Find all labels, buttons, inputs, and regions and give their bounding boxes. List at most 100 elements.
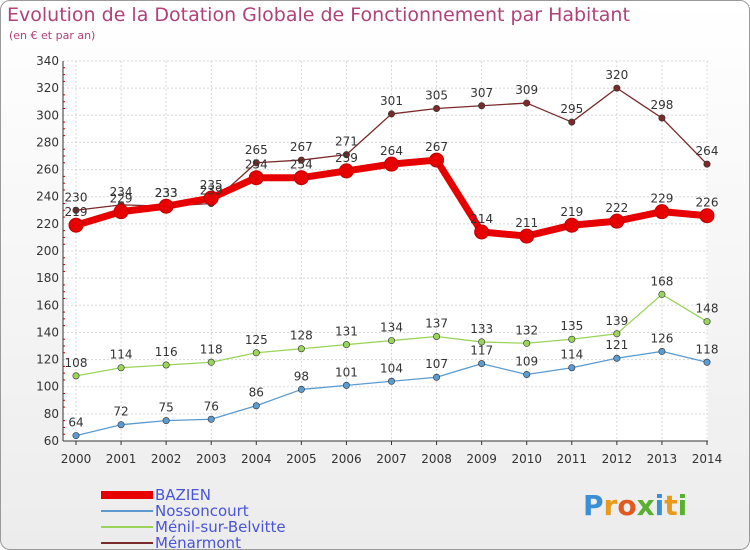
legend-label-menarmont: Ménarmont <box>155 534 241 550</box>
data-label: 137 <box>425 317 448 331</box>
data-point <box>293 170 309 186</box>
data-point <box>478 338 486 346</box>
data-label: 233 <box>155 186 178 200</box>
y-tick-label: 320 <box>36 81 59 95</box>
data-point <box>568 335 576 343</box>
data-point <box>523 339 531 347</box>
data-label: 118 <box>200 342 223 356</box>
data-label: 116 <box>155 345 178 359</box>
data-point <box>117 421 125 429</box>
data-point <box>68 217 84 233</box>
y-tick-label: 160 <box>36 298 59 312</box>
data-point <box>252 402 260 410</box>
data-label: 148 <box>696 302 719 316</box>
data-point <box>387 110 395 118</box>
x-tick-label: 2011 <box>557 452 588 466</box>
data-point <box>613 330 621 338</box>
x-tick-label: 2013 <box>647 452 678 466</box>
data-point <box>703 358 711 366</box>
data-point <box>248 170 264 186</box>
data-point <box>613 84 621 92</box>
data-label: 101 <box>335 365 358 379</box>
y-tick-label: 60 <box>44 434 59 448</box>
x-tick-label: 2007 <box>376 452 407 466</box>
data-label: 131 <box>335 325 358 339</box>
data-label: 72 <box>113 405 128 419</box>
data-label: 219 <box>65 205 88 219</box>
logo-letter: o <box>617 489 637 522</box>
logo-letter: P <box>583 489 604 522</box>
data-point <box>387 337 395 345</box>
data-label: 128 <box>290 329 313 343</box>
chart-title: Evolution de la Dotation Globale de Fonc… <box>7 4 630 26</box>
data-point <box>387 377 395 385</box>
data-label: 298 <box>650 98 673 112</box>
data-label: 75 <box>159 401 174 415</box>
data-label: 271 <box>335 135 358 149</box>
data-label: 305 <box>425 89 448 103</box>
data-label: 320 <box>605 68 628 82</box>
legend-swatch-bazien <box>101 491 153 499</box>
data-point <box>523 99 531 107</box>
data-point <box>703 160 711 168</box>
data-label: 64 <box>68 416 83 430</box>
data-label: 114 <box>560 348 583 362</box>
data-label: 301 <box>380 94 403 108</box>
data-point <box>568 364 576 372</box>
data-label: 135 <box>560 319 583 333</box>
logo-letter: r <box>603 489 618 522</box>
y-tick-label: 180 <box>36 271 59 285</box>
data-label: 114 <box>110 348 133 362</box>
data-label: 107 <box>425 357 448 371</box>
y-tick-label: 260 <box>36 163 59 177</box>
x-tick-label: 2010 <box>511 452 542 466</box>
data-point <box>297 345 305 353</box>
x-tick-label: 2005 <box>286 452 317 466</box>
data-label: 254 <box>290 158 313 172</box>
data-label: 234 <box>110 185 133 199</box>
data-label: 214 <box>470 212 493 226</box>
data-point <box>658 347 666 355</box>
data-point <box>252 349 260 357</box>
data-point <box>162 361 170 369</box>
x-tick-label: 2004 <box>241 452 272 466</box>
data-point <box>162 417 170 425</box>
data-label: 229 <box>650 192 673 206</box>
data-point <box>519 228 535 244</box>
legend-swatch-menarmont <box>101 542 153 544</box>
y-tick-label: 300 <box>36 108 59 122</box>
x-tick-label: 2014 <box>692 452 723 466</box>
data-label: 307 <box>470 86 493 100</box>
line-chart: 60 80 100 120 140 160 180 200 220 240 260 280 300 320… <box>36 54 723 466</box>
data-label: 168 <box>650 274 673 288</box>
data-label: 139 <box>605 314 628 328</box>
data-label: 211 <box>515 216 538 230</box>
x-tick-label: 2008 <box>421 452 452 466</box>
data-point <box>113 204 129 220</box>
data-label: 121 <box>605 338 628 352</box>
data-point <box>609 213 625 229</box>
data-label: 226 <box>696 196 719 210</box>
data-label: 125 <box>245 333 268 347</box>
data-point <box>342 151 350 159</box>
y-tick-label: 120 <box>36 353 59 367</box>
data-point <box>72 372 80 380</box>
data-label: 126 <box>650 331 673 345</box>
data-point <box>564 217 580 233</box>
data-point <box>297 385 305 393</box>
x-tick-label: 2006 <box>331 452 362 466</box>
data-label: 265 <box>245 143 268 157</box>
data-point <box>158 198 174 214</box>
data-label: 239 <box>200 184 223 198</box>
data-label: 118 <box>696 342 719 356</box>
x-tick-label: 2012 <box>602 452 633 466</box>
data-point <box>72 432 80 440</box>
logo-letter: t <box>664 489 678 522</box>
data-point <box>478 102 486 110</box>
x-tick-label: 2002 <box>151 452 182 466</box>
data-point <box>654 204 670 220</box>
data-point <box>207 358 215 366</box>
x-tick-label: 2003 <box>196 452 227 466</box>
data-label: 109 <box>515 355 538 369</box>
